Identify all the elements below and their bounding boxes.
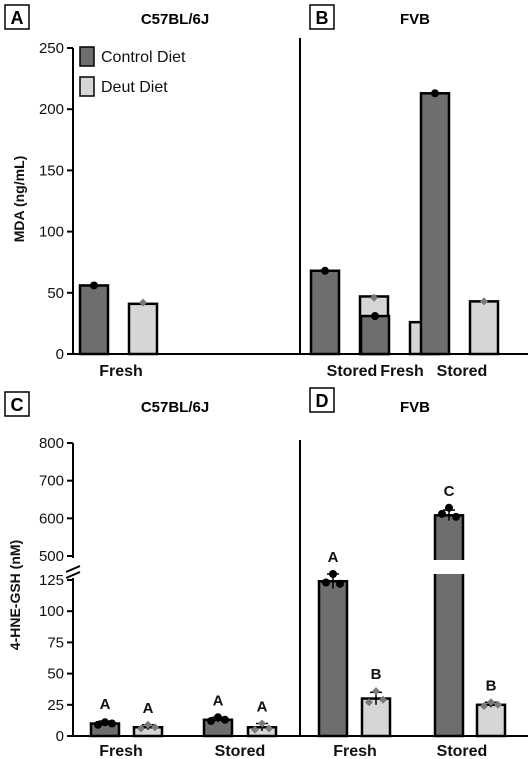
data-point [452,512,460,521]
data-point [221,715,229,724]
data-point [494,700,502,709]
top-y-tick-label: 150 [39,162,64,179]
legend-label-control: Control Diet [101,49,186,66]
axis-break-mark [65,571,81,579]
significance-letter: A [328,549,339,566]
data-point [379,695,387,704]
bottom-y-tick-label: 125 [39,572,64,589]
bottom-y-axis-label: 4-HNE-GSH (nM) [7,540,23,650]
panel-c-label: C [4,391,30,417]
top-y-tick-label: 50 [47,285,64,302]
data-point [438,509,446,518]
bottom-y-tick-label: 700 [39,473,64,490]
data-point [265,724,273,733]
panel-b-label: B [309,4,335,30]
data-point [322,578,330,587]
axis-break-mark [65,565,81,573]
panel-c-letter: C [11,395,24,415]
panel-d-letter: D [316,391,329,411]
data-point [336,579,344,588]
panel-c-title: C57BL/6J [141,399,209,416]
legend-label-deut: Deut Diet [101,79,168,96]
data-point [258,719,266,728]
data-point [101,718,109,727]
data-point [151,723,159,732]
data-point [207,717,215,726]
panel-b-title: FVB [400,11,430,28]
panel-a-letter: A [11,8,24,28]
data-point [329,570,337,578]
significance-letter: C [444,483,455,500]
data-point [94,720,102,729]
data-point [431,89,439,98]
x-category-label: Stored [215,743,266,759]
data-point [108,719,116,728]
data-point [371,312,379,321]
data-point [480,297,488,306]
bar [317,579,349,738]
legend-swatch-control [79,46,95,67]
significance-letter: A [213,692,224,709]
data-point [480,702,488,711]
panel-d-title: FVB [400,399,430,416]
data-point [487,698,495,707]
x-category-label: Stored [437,743,488,759]
significance-letter: B [486,677,497,694]
x-category-label: Fresh [380,363,424,380]
bottom-y-tick-label: 0 [56,728,64,745]
significance-letter: A [143,700,154,717]
bottom-y-tick-label: 50 [47,666,64,683]
top-y-tick-label: 100 [39,224,64,241]
top-y-tick-label: 200 [39,101,64,118]
panel-d-label: D [309,387,335,413]
data-point [370,293,378,302]
top-y-tick-label: 0 [56,346,64,363]
bottom-y-tick-label: 75 [47,634,64,651]
data-point [90,281,98,290]
x-category-label: Fresh [333,743,377,759]
x-category-label: Fresh [99,743,143,759]
x-category-label: Stored [327,363,378,380]
bar [78,284,110,356]
bottom-y-tick-label: 600 [39,510,64,527]
bar [468,300,500,356]
bar [359,314,391,356]
panel-a-label: A [4,4,30,30]
bar [419,92,451,356]
panel-a-title: C57BL/6J [141,11,209,28]
bottom-y-tick-label: 800 [39,435,64,452]
legend: Control Diet Deut Diet [79,46,186,97]
data-point [321,266,329,275]
data-point [144,720,152,729]
top-y-tick-label: 250 [39,40,64,57]
significance-letter: B [371,666,382,683]
top-y-axis-label: MDA (ng/mL) [11,156,27,243]
data-point [137,724,145,733]
bottom-y-tick-label: 100 [39,603,64,620]
significance-letter: A [257,699,268,716]
data-point [365,698,373,707]
bar [475,703,507,738]
bar [127,302,159,356]
bar [309,269,341,356]
data-point [251,725,259,734]
bar-break-gap [432,560,466,574]
bar [433,514,465,738]
bottom-y-tick-label: 500 [39,548,64,565]
data-point [139,298,147,307]
x-category-label: Fresh [99,363,143,380]
x-category-label: Stored [437,363,488,380]
bottom-y-tick-label: 25 [47,697,64,714]
data-point [214,713,222,722]
legend-swatch-deut [79,76,95,97]
panel-b-letter: B [316,8,329,28]
significance-letter: A [100,696,111,713]
data-point [445,503,453,512]
data-point [372,687,380,696]
